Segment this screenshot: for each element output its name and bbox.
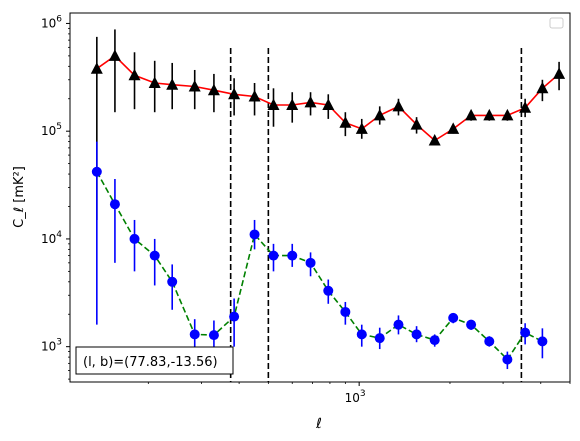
data-point-circle	[393, 319, 404, 330]
data-point-triangle	[188, 80, 201, 92]
data-point-triangle	[519, 101, 532, 113]
data-point-circle	[429, 335, 440, 346]
data-point-circle	[149, 250, 160, 261]
data-point-circle	[189, 329, 200, 340]
y-tick-exponent: 3	[56, 338, 62, 348]
data-point-triangle	[304, 95, 317, 108]
data-point-circle	[411, 329, 422, 340]
data-point-triangle	[447, 122, 460, 134]
y-tick-exponent: 5	[56, 122, 62, 132]
data-point-triangle	[207, 83, 220, 96]
series-layer	[90, 29, 566, 370]
data-point-triangle	[373, 108, 386, 121]
data-point-circle	[287, 250, 298, 261]
data-point-triangle	[322, 98, 335, 110]
data-point-triangle	[465, 108, 478, 121]
data-point-circle	[520, 327, 531, 338]
data-point-circle	[305, 257, 316, 268]
annotation-box: (l, b)=(77.83,-13.56)	[75, 346, 234, 375]
plot-frame	[69, 12, 571, 383]
data-point-triangle	[339, 116, 352, 128]
data-point-circle	[91, 166, 102, 177]
annotation-text: (l, b)=(77.83,-13.56)	[83, 355, 218, 370]
data-point-triangle	[501, 108, 514, 121]
data-point-circle	[249, 229, 260, 240]
y-tick-exponent: 6	[56, 14, 62, 24]
data-point-circle	[208, 330, 219, 341]
data-point-triangle	[392, 99, 405, 112]
vertical-lines	[229, 48, 523, 382]
data-point-circle	[323, 285, 334, 296]
y-tick-exponent: 4	[56, 230, 62, 240]
data-point-circle	[448, 312, 459, 323]
x-axis-label: ℓ	[315, 416, 322, 432]
data-point-triangle	[90, 62, 103, 74]
data-point-circle	[129, 233, 140, 244]
data-point-triangle	[108, 49, 121, 61]
data-point-circle	[356, 329, 367, 340]
data-point-triangle	[267, 98, 280, 110]
data-point-triangle	[483, 108, 496, 121]
data-point-triangle	[128, 68, 141, 81]
series-1	[90, 29, 566, 220]
data-point-circle	[466, 319, 477, 330]
data-point-circle	[167, 276, 178, 287]
data-point-triangle	[355, 122, 368, 134]
series-2	[91, 141, 548, 370]
annotation-frame	[75, 346, 234, 375]
data-point-triangle	[148, 76, 161, 88]
data-point-circle	[374, 333, 385, 344]
y-axis-label: C_ℓ [mK²]	[12, 166, 27, 228]
data-point-circle	[268, 250, 279, 261]
data-point-triangle	[228, 87, 241, 100]
data-point-triangle	[248, 90, 261, 102]
data-point-triangle	[410, 118, 423, 130]
data-point-triangle	[553, 67, 566, 79]
x-tick-exponent: 3	[360, 389, 366, 399]
data-point-triangle	[286, 98, 299, 110]
data-point-circle	[109, 199, 120, 210]
data-point-triangle	[166, 78, 179, 90]
data-point-circle	[484, 336, 495, 347]
data-point-circle	[537, 336, 548, 347]
data-point-circle	[340, 306, 351, 317]
data-point-circle	[502, 354, 513, 365]
data-point-triangle	[428, 134, 441, 146]
data-point-triangle	[536, 81, 549, 94]
legend-box	[549, 17, 564, 29]
data-point-circle	[229, 311, 240, 322]
